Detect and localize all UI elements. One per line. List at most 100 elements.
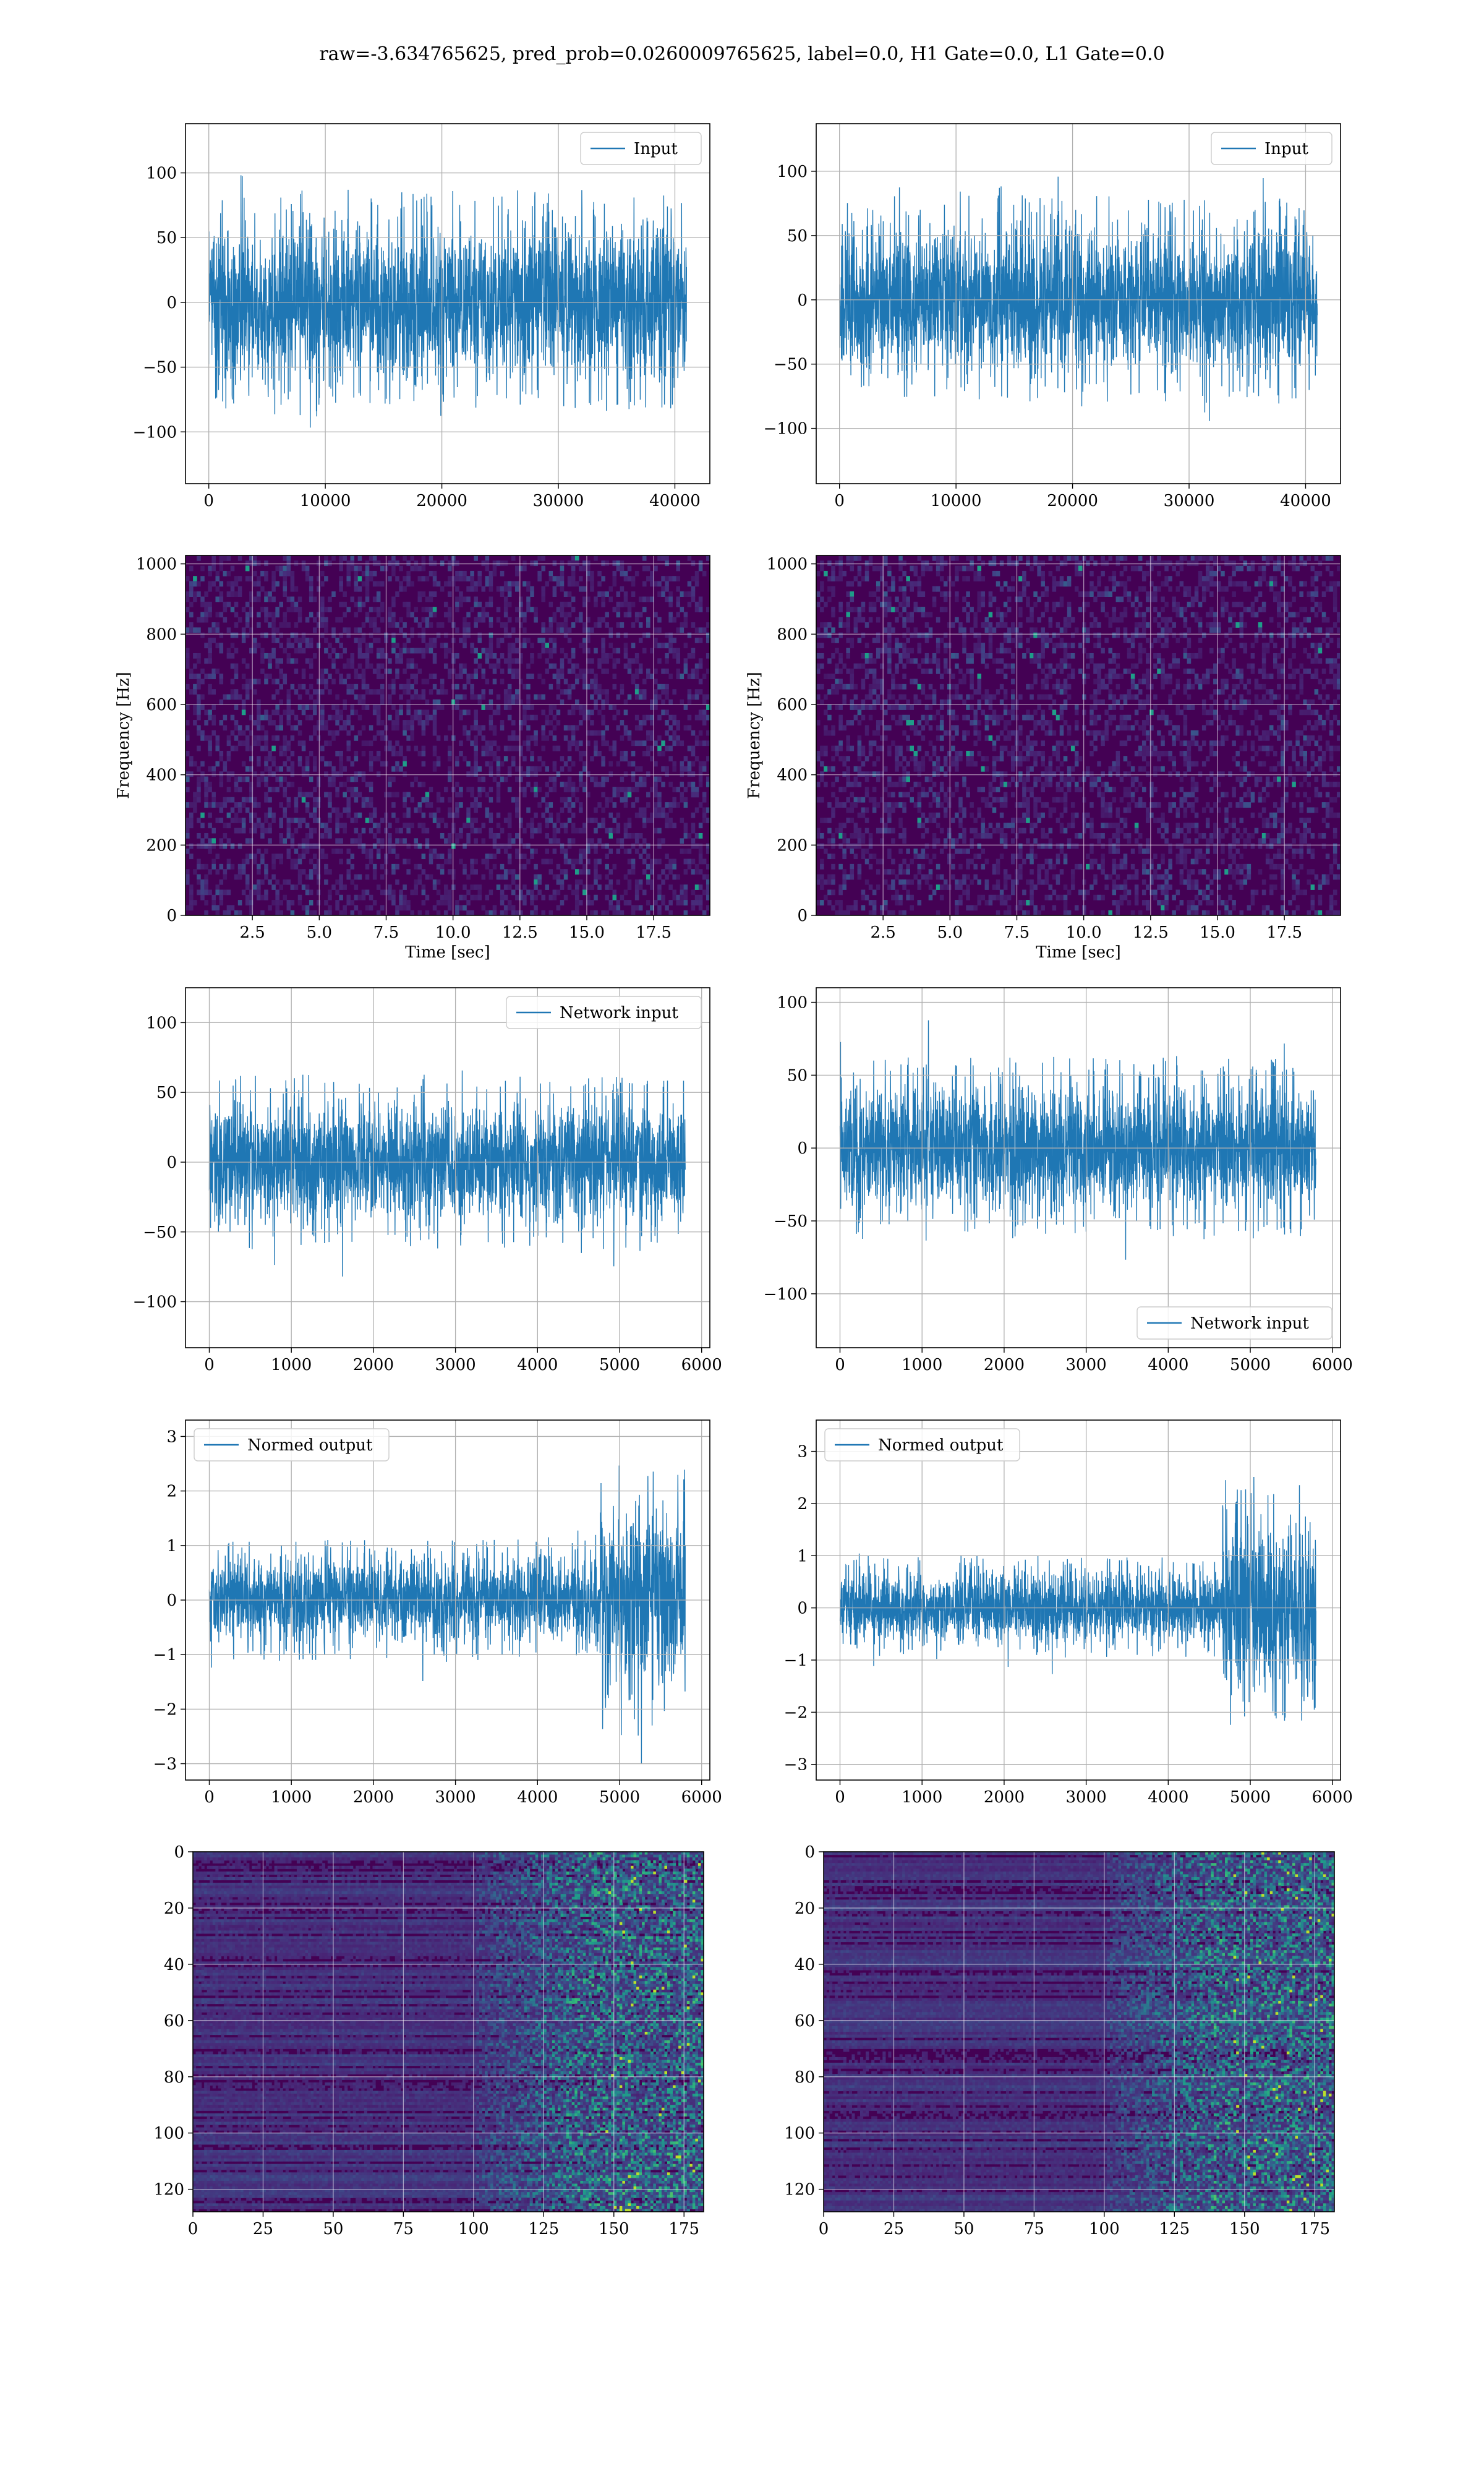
figure-suptitle: raw=-3.634765625, pred_prob=0.0260009765…: [0, 43, 1484, 65]
x-tick-label: 40000: [649, 492, 701, 510]
y-tick-label: 80: [164, 2068, 184, 2087]
y-tick-label: −3: [153, 1755, 177, 1774]
y-tick-label: 0: [166, 1154, 177, 1172]
legend: Normed output: [194, 1428, 390, 1462]
legend: Network input: [1136, 1306, 1333, 1340]
x-tick-label: 0: [835, 1356, 845, 1374]
y-tick-label: 200: [146, 836, 177, 855]
x-tick-label: 2.5: [870, 923, 895, 942]
y-tick-label: 0: [166, 294, 177, 312]
x-tick-label: 2000: [984, 1788, 1025, 1807]
chart-panel-5: 0 1000 2000 3000 4000 5000 6000 −100 −50 0 50 100 Ne…: [133, 987, 722, 1374]
y-tick-label: 60: [164, 2012, 184, 2031]
x-tick-label: 2.5: [239, 923, 265, 942]
legend-label: Normed output: [878, 1436, 1004, 1455]
y-tick-label: 800: [777, 625, 808, 644]
y-tick-label: 120: [784, 2181, 815, 2199]
x-tick-label: 25: [253, 2220, 273, 2238]
x-tick-label: 30000: [1164, 492, 1215, 510]
x-tick-label: 75: [1024, 2220, 1044, 2238]
x-tick-label: 100: [458, 2220, 489, 2238]
y-tick-label: −3: [784, 1756, 808, 1774]
series-line-1: [839, 176, 1318, 421]
y-tick-label: 3: [797, 1443, 808, 1462]
chart-panel-2: 0 10000 20000 30000 40000 −100 −50 0 50 100 Input: [764, 123, 1341, 510]
x-tick-label: 6000: [681, 1356, 722, 1374]
y-tick-label: 40: [795, 1956, 815, 1974]
y-tick-label: 400: [146, 766, 177, 785]
y-tick-label: −2: [153, 1700, 177, 1719]
x-tick-label: 175: [1299, 2220, 1330, 2238]
y-tick-label: 20: [795, 1899, 815, 1918]
y-tick-label: 20: [164, 1899, 184, 1918]
y-tick-label: −50: [774, 1212, 808, 1231]
y-tick-label: 1: [166, 1537, 177, 1556]
legend: Network input: [506, 996, 702, 1029]
x-tick-label: 100: [1089, 2220, 1120, 2238]
y-tick-label: −1: [153, 1646, 177, 1664]
y-tick-label: −2: [784, 1703, 808, 1722]
x-tick-label: 3000: [435, 1788, 476, 1807]
x-tick-label: 150: [1229, 2220, 1260, 2238]
series-line-1: [208, 175, 687, 428]
y-tick-label: 3: [166, 1427, 177, 1446]
x-tick-label: 10.0: [1066, 923, 1102, 942]
x-tick-label: 6000: [1312, 1788, 1353, 1807]
x-tick-label: 125: [1159, 2220, 1190, 2238]
x-tick-label: 20000: [1047, 492, 1098, 510]
y-tick-label: 0: [174, 1843, 184, 1862]
x-tick-label: 1000: [902, 1788, 942, 1807]
y-tick-label: 1000: [136, 555, 177, 574]
x-tick-label: 20000: [416, 492, 467, 510]
y-tick-label: 100: [153, 2125, 184, 2143]
y-tick-label: 50: [156, 229, 177, 247]
x-tick-label: 2000: [984, 1356, 1025, 1374]
x-tick-label: 150: [599, 2220, 629, 2238]
legend: Input: [1211, 132, 1333, 165]
x-tick-label: 7.5: [373, 923, 399, 942]
y-tick-label: −100: [764, 1285, 808, 1304]
x-tick-label: 40000: [1280, 492, 1331, 510]
y-tick-label: −1: [784, 1651, 808, 1670]
x-tick-label: 7.5: [1004, 923, 1030, 942]
y-tick-label: 120: [153, 2181, 184, 2199]
axes-frame: [185, 987, 710, 1348]
y-tick-label: 0: [797, 291, 808, 310]
chart-panel-6: 0 1000 2000 3000 4000 5000 6000 −100 −50 0 50 100 Ne…: [764, 987, 1353, 1374]
y-tick-label: 2: [166, 1483, 177, 1501]
x-tick-label: 5.0: [937, 923, 963, 942]
chart-panel-1: 0 10000 20000 30000 40000 −100 −50 0 50 100 Input: [133, 123, 710, 510]
y-tick-label: 1: [797, 1547, 808, 1565]
legend-label: Normed output: [247, 1436, 373, 1455]
axes-frame: [816, 1419, 1341, 1781]
x-tick-label: 10000: [300, 492, 351, 510]
x-tick-label: 50: [953, 2220, 974, 2238]
x-tick-label: 0: [835, 1788, 845, 1807]
y-tick-label: 80: [795, 2068, 815, 2087]
y-tick-label: 2: [797, 1495, 808, 1513]
x-axis-label: Time [sec]: [1036, 943, 1121, 962]
x-tick-label: 5000: [599, 1788, 640, 1807]
y-tick-label: 400: [777, 766, 808, 785]
x-tick-label: 4000: [517, 1356, 558, 1374]
y-tick-label: 60: [795, 2012, 815, 2031]
y-tick-label: 50: [156, 1084, 177, 1102]
series-line-1: [208, 1465, 686, 1764]
axes-frame: [816, 555, 1341, 916]
y-tick-label: 50: [787, 227, 808, 246]
x-tick-label: 2000: [353, 1788, 394, 1807]
y-tick-label: −100: [133, 1293, 177, 1312]
y-tick-label: 50: [787, 1066, 808, 1085]
x-tick-label: 3000: [435, 1356, 476, 1374]
y-tick-label: −100: [764, 420, 808, 439]
x-tick-label: 50: [323, 2220, 343, 2238]
x-tick-label: 0: [204, 1356, 215, 1374]
x-tick-label: 25: [884, 2220, 904, 2238]
x-tick-label: 5000: [1230, 1788, 1271, 1807]
x-axis-label: Time [sec]: [405, 943, 490, 962]
y-axis-label: Frequency [Hz]: [114, 672, 133, 799]
x-tick-label: 4000: [1148, 1788, 1188, 1807]
x-tick-label: 30000: [533, 492, 584, 510]
x-tick-label: 5000: [1230, 1356, 1271, 1374]
